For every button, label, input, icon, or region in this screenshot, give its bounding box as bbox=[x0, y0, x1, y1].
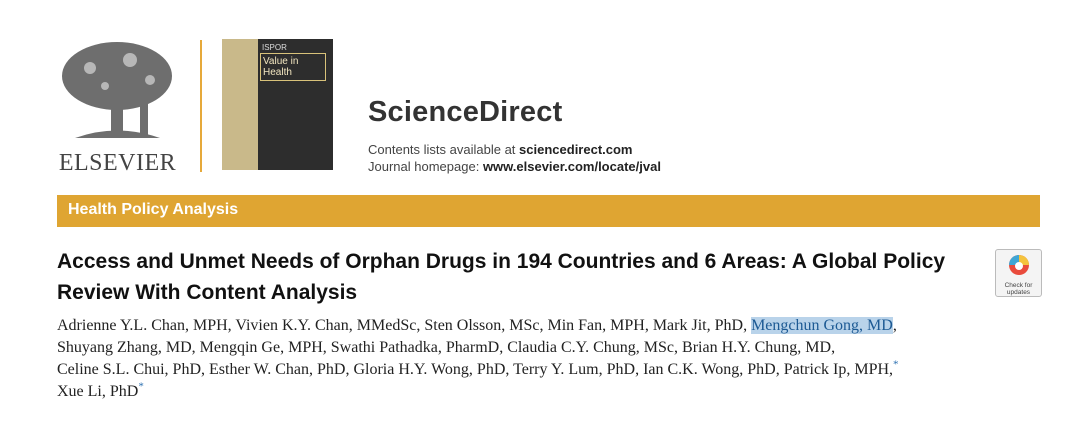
author-name: Swathi Pathadka, PharmD bbox=[330, 339, 500, 356]
author-separator: , bbox=[191, 339, 196, 356]
homepage-line: Journal homepage: www.elsevier.com/locat… bbox=[368, 159, 661, 174]
contents-prefix: Contents lists available at bbox=[368, 142, 516, 157]
author-name: Mengqin Ge, MPH bbox=[199, 339, 323, 356]
author-separator: , bbox=[539, 317, 544, 334]
author-separator: , bbox=[416, 317, 421, 334]
author-separator: , bbox=[674, 339, 679, 356]
author-separator: , bbox=[499, 339, 504, 356]
author-name: Min Fan, MPH bbox=[547, 317, 645, 334]
corresponding-mark: * bbox=[893, 358, 899, 371]
contents-line: Contents lists available at sciencedirec… bbox=[368, 142, 633, 157]
author-separator: , bbox=[201, 361, 206, 378]
author-separator: , bbox=[227, 317, 232, 334]
author-separator: , bbox=[635, 361, 640, 378]
journal-cover: ISPOR Value in Health bbox=[222, 39, 333, 170]
badge-icon bbox=[1008, 255, 1029, 275]
author-name: Gloria H.Y. Wong, PhD bbox=[353, 361, 506, 378]
publisher-name: ELSEVIER bbox=[58, 150, 177, 176]
author-name: Esther W. Chan, PhD bbox=[209, 361, 346, 378]
contents-link[interactable]: sciencedirect.com bbox=[519, 142, 633, 157]
author-name: Patrick Ip, MPH bbox=[783, 361, 890, 378]
author-name: Adrienne Y.L. Chan, MPH bbox=[57, 317, 228, 334]
badge-text: Check for updates bbox=[1004, 282, 1033, 296]
homepage-prefix: Journal homepage: bbox=[368, 159, 480, 174]
author-separator: , bbox=[505, 361, 510, 378]
author-separator: , bbox=[743, 317, 748, 334]
author-name: Xue Li, PhD bbox=[57, 383, 139, 400]
section-label: Health Policy Analysis bbox=[68, 201, 239, 218]
cover-pattern bbox=[222, 39, 258, 170]
author-name: Sten Olsson, MSc bbox=[424, 317, 540, 334]
author-separator: , bbox=[892, 317, 897, 334]
author-separator: , bbox=[322, 339, 327, 356]
author-name: Claudia C.Y. Chung, MSc bbox=[507, 339, 675, 356]
platform-name: ScienceDirect bbox=[368, 96, 563, 128]
author-separator: , bbox=[644, 317, 649, 334]
cover-brand: ISPOR bbox=[262, 43, 287, 52]
author-name: Mengchun Gong, MD bbox=[751, 317, 893, 334]
author-name: Brian H.Y. Chung, MD bbox=[682, 339, 832, 356]
author-name: Shuyang Zhang, MD bbox=[57, 339, 192, 356]
author-separator: , bbox=[831, 339, 836, 356]
corresponding-mark: * bbox=[138, 380, 144, 393]
author-separator: , bbox=[345, 361, 350, 378]
article-title: Access and Unmet Needs of Orphan Drugs i… bbox=[57, 250, 946, 304]
author-separator: , bbox=[775, 361, 780, 378]
author-separator: , bbox=[889, 361, 894, 378]
author-list: Adrienne Y.L. Chan, MPH, Vivien K.Y. Cha… bbox=[57, 315, 1057, 403]
author-name: Mark Jit, PhD bbox=[652, 317, 744, 334]
divider bbox=[200, 40, 202, 172]
section-band bbox=[57, 195, 1040, 227]
author-name: Terry Y. Lum, PhD bbox=[513, 361, 636, 378]
elsevier-tree-logo bbox=[62, 42, 172, 138]
author-name: Celine S.L. Chui, PhD bbox=[57, 361, 202, 378]
check-updates-badge[interactable]: Check for updates bbox=[995, 249, 1042, 297]
homepage-link[interactable]: www.elsevier.com/locate/jval bbox=[482, 159, 661, 174]
cover-journal: Value in Health bbox=[260, 53, 326, 81]
author-name: Vivien K.Y. Chan, MMedSc bbox=[235, 317, 417, 334]
author-name: Ian C.K. Wong, PhD bbox=[643, 361, 776, 378]
